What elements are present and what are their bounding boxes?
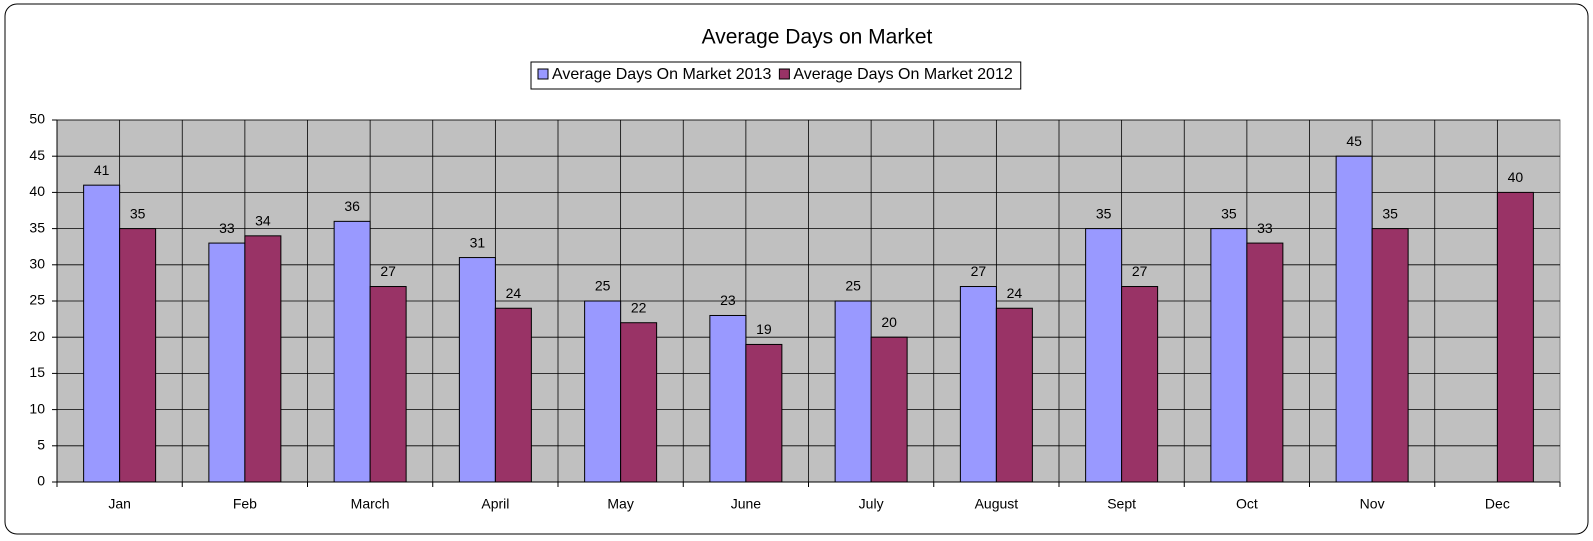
bar	[1371, 228, 1409, 483]
x-tick-label: August	[975, 496, 1019, 512]
x-tick-label: Jan	[108, 496, 131, 512]
data-label: 25	[845, 278, 861, 294]
legend: Average Days On Market 2013 Average Days …	[530, 61, 1022, 90]
data-label: 31	[470, 234, 486, 250]
y-tick-label: 25	[29, 292, 45, 308]
bar	[959, 286, 997, 483]
x-tick-label: June	[731, 496, 762, 512]
data-label: 35	[1382, 205, 1398, 221]
bar	[745, 343, 783, 483]
bar	[494, 307, 532, 483]
data-label: 27	[1132, 263, 1148, 279]
x-tick-label: Feb	[233, 496, 257, 512]
data-label: 27	[971, 263, 987, 279]
y-tick-label: 15	[29, 364, 45, 380]
x-tick-label: Nov	[1360, 496, 1385, 512]
data-label: 35	[1096, 205, 1112, 221]
data-label: 19	[756, 321, 772, 337]
data-label: 22	[631, 299, 647, 315]
chart-title: Average Days on Market	[702, 26, 933, 49]
bar	[834, 300, 872, 483]
data-label: 24	[506, 285, 522, 301]
bar	[119, 228, 157, 483]
y-tick-label: 50	[29, 111, 45, 127]
bar	[620, 322, 658, 483]
data-label: 25	[595, 278, 611, 294]
y-tick-label: 10	[29, 400, 45, 416]
bar	[333, 220, 371, 483]
y-tick-label: 0	[37, 473, 45, 489]
data-label: 33	[219, 220, 235, 236]
x-tick-label: July	[859, 496, 884, 512]
bar	[870, 336, 908, 483]
bar	[1085, 228, 1123, 483]
y-tick-label: 40	[29, 183, 45, 199]
bar	[208, 242, 246, 483]
data-label: 27	[380, 263, 396, 279]
legend-box	[530, 61, 1022, 90]
bar	[1121, 286, 1159, 483]
bar	[995, 307, 1033, 483]
y-tick-label: 30	[29, 256, 45, 272]
x-tick-label: Dec	[1485, 496, 1510, 512]
bar	[1335, 155, 1373, 483]
data-label: 40	[1508, 169, 1524, 185]
x-tick-label: April	[481, 496, 509, 512]
y-tick-label: 5	[37, 437, 45, 453]
data-label: 35	[1221, 205, 1237, 221]
x-tick-label: May	[607, 496, 633, 512]
bar	[369, 286, 407, 483]
legend-label: Average Days On Market 2013	[552, 66, 771, 83]
bar	[1246, 242, 1284, 483]
legend-swatch	[778, 68, 790, 80]
data-label: 33	[1257, 220, 1273, 236]
y-tick-label: 45	[29, 147, 45, 163]
bar	[1496, 191, 1534, 483]
y-tick-label: 20	[29, 328, 45, 344]
data-label: 41	[94, 162, 110, 178]
legend-label: Average Days On Market 2012	[793, 66, 1012, 83]
bar	[1210, 228, 1248, 483]
data-label: 23	[720, 292, 736, 308]
bar	[458, 257, 496, 483]
data-label: 34	[255, 213, 271, 229]
x-tick-label: March	[351, 496, 390, 512]
x-tick-label: Oct	[1236, 496, 1258, 512]
y-tick-label: 35	[29, 219, 45, 235]
data-label: 45	[1346, 133, 1362, 149]
x-tick-label: Sept	[1107, 496, 1136, 512]
data-label: 20	[881, 314, 897, 330]
bar	[709, 314, 747, 483]
data-label: 36	[344, 198, 360, 214]
bar	[584, 300, 622, 483]
data-label: 24	[1007, 285, 1023, 301]
bar	[244, 235, 282, 483]
bar	[83, 184, 121, 483]
legend-swatch	[537, 68, 549, 80]
data-label: 35	[130, 205, 146, 221]
